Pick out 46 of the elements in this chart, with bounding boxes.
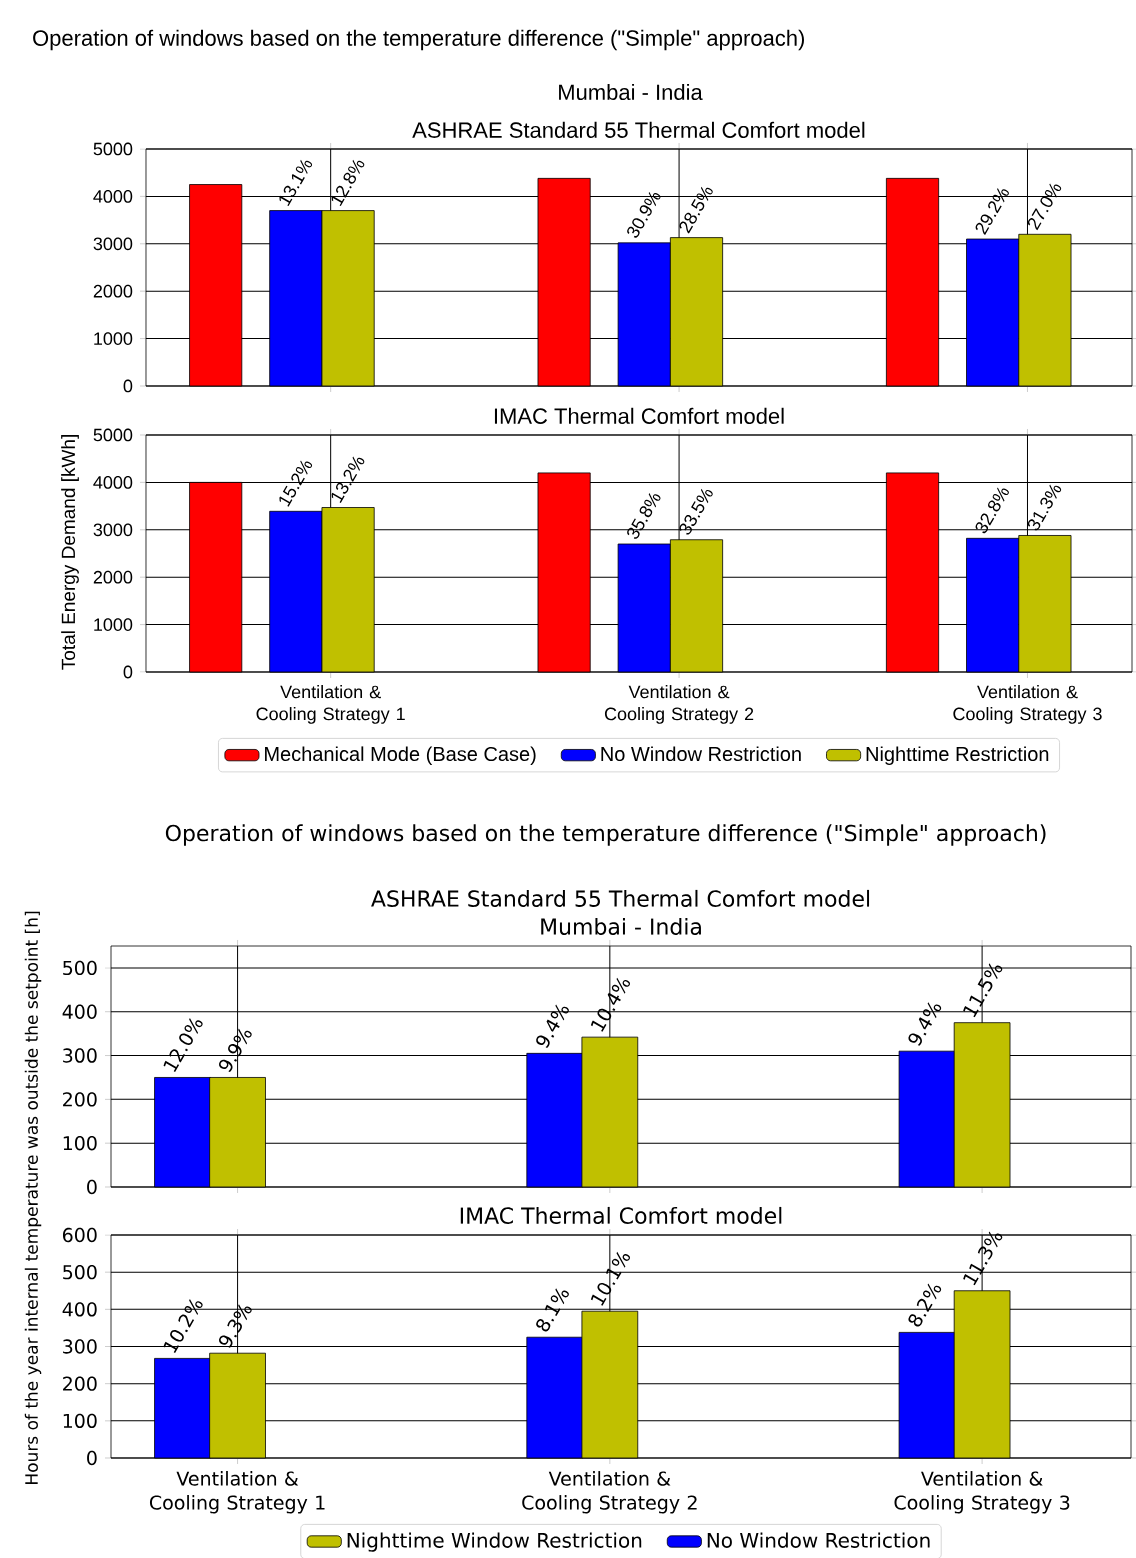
y-tick-label: 3000 (93, 237, 133, 251)
y-tick-label: 3000 (93, 523, 133, 537)
y-tick-label: 0 (123, 665, 133, 679)
y-tick-label: 400 (62, 1004, 97, 1019)
y-tick-label: 400 (62, 1302, 97, 1317)
y-tick-label: 200 (63, 1092, 97, 1107)
x-tick-label: Ventilation & Cooling Strategy 1 (256, 685, 405, 724)
legend-label: No Window Restriction (707, 1532, 930, 1548)
legend-label: Nighttime Restriction (866, 746, 1049, 766)
y-tick-label: 500 (63, 960, 97, 976)
chart-title: ASHRAE Standard 55 Thermal Comfort model (412, 121, 865, 138)
chart-title: IMAC Thermal Comfort model (460, 1206, 782, 1224)
chart-title: IMAC Thermal Comfort model (494, 407, 784, 424)
y-tick-label: 4000 (93, 476, 133, 489)
y-tick-label: 300 (63, 1048, 97, 1063)
legend-label: Nighttime Window Restriction (347, 1532, 642, 1552)
text: Mumbai - India (559, 83, 703, 101)
y-tick-label: 5000 (93, 142, 133, 156)
y-tick-label: 1000 (94, 618, 133, 631)
y-tick-label: 500 (63, 1264, 97, 1280)
y-axis-title: Total Energy Demand [kWh] (61, 435, 79, 670)
text: Operation of windows based on the temperature difference ("Simple" approach) (165, 824, 1046, 846)
y-tick-label: 0 (87, 1179, 97, 1195)
x-tick-label: Ventilation & Cooling Strategy 3 (953, 685, 1102, 724)
x-tick-label: Ventilation & Cooling Strategy 2 (604, 685, 754, 724)
y-tick-label: 100 (63, 1135, 97, 1151)
y-tick-label: 100 (63, 1413, 97, 1429)
y-tick-label: 2000 (93, 570, 133, 584)
y-tick-label: 600 (62, 1227, 97, 1243)
y-tick-label: 0 (123, 379, 133, 393)
x-tick-label: Ventilation & Cooling Strategy 1 (149, 1471, 325, 1514)
x-tick-label: Ventilation & Cooling Strategy 3 (894, 1471, 1070, 1514)
y-tick-label: 2000 (93, 284, 133, 298)
y-tick-label: 0 (87, 1450, 97, 1466)
chart-subtitle: Mumbai - India (541, 917, 701, 935)
y-tick-label: 200 (63, 1376, 97, 1391)
text: Operation of windows based on the temperature difference ("Simple" approach) (33, 29, 804, 51)
y-tick-label: 4000 (93, 190, 133, 203)
y-axis-title: Hours of the year internal temperature was outside the setpoint [h] (24, 911, 42, 1484)
legend-label: Mechanical Mode (Base Case) (265, 746, 536, 766)
chart-title: ASHRAE Standard 55 Thermal Comfort model (371, 889, 870, 907)
y-tick-label: 1000 (94, 332, 133, 345)
legend-label: No Window Restriction (601, 746, 801, 762)
y-tick-label: 300 (63, 1339, 97, 1354)
x-tick-label: Ventilation & Cooling Strategy 2 (522, 1471, 697, 1514)
y-tick-label: 5000 (93, 428, 133, 442)
